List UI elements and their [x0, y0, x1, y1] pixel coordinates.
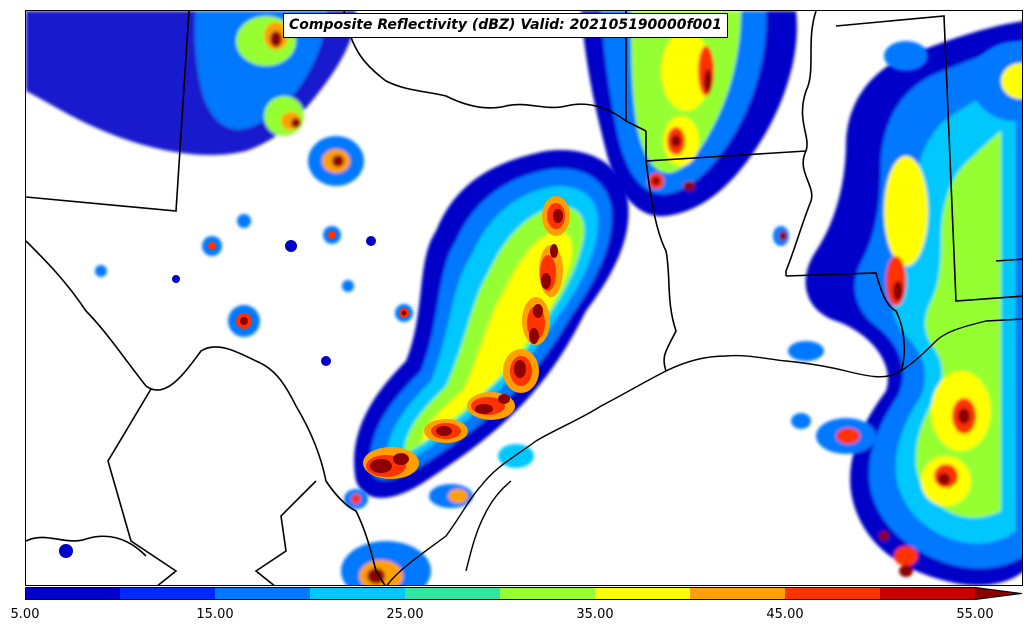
colorbar-tick-label: 45.00 — [766, 607, 804, 622]
map-svg — [26, 11, 1022, 585]
colorbar-outline — [25, 587, 1023, 600]
echo-oklahoma-cluster — [581, 11, 797, 217]
colorbar-segment — [120, 587, 216, 600]
colorbar-segment — [880, 587, 976, 600]
state-borders — [26, 11, 1022, 585]
coastline — [386, 318, 1022, 585]
colorbar-segment — [215, 587, 311, 600]
map-title: Composite Reflectivity (dBZ) Valid: 2021… — [283, 13, 728, 38]
colorbar-segment — [500, 587, 596, 600]
colorbar-segment — [25, 587, 121, 600]
colorbar-segment — [405, 587, 501, 600]
colorbar-tick-label: 35.00 — [576, 607, 614, 622]
echo-east-complex — [773, 21, 1022, 585]
echo-main-core — [363, 196, 570, 479]
colorbar-tick-label: 25.00 — [386, 607, 424, 622]
echo-northeast — [884, 41, 1022, 121]
colorbar-tick-label: 15.00 — [196, 607, 234, 622]
colorbar-tick-label: 55.00 — [956, 607, 994, 622]
echo-scattered-cells — [59, 214, 440, 558]
colorbar-segment — [595, 587, 691, 600]
colorbar — [25, 587, 1023, 600]
colorbar-extend-arrow — [975, 587, 1022, 600]
colorbar-segment — [785, 587, 881, 600]
reflectivity-map — [25, 10, 1023, 586]
echo-south-texas — [341, 444, 534, 585]
echo-panhandle-cluster — [26, 11, 364, 186]
colorbar-segment — [310, 587, 406, 600]
colorbar-tick-label: 5.00 — [10, 607, 40, 622]
echo-main-line — [354, 150, 629, 498]
colorbar-segment — [690, 587, 786, 600]
